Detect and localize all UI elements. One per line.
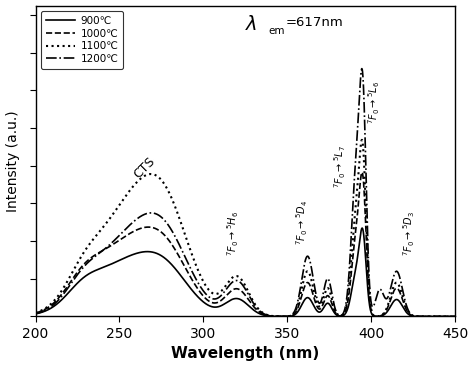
1200℃ (453, 314, 458, 319)
1000℃ (212, 301, 218, 305)
Line: 900℃: 900℃ (36, 228, 456, 316)
Text: $^7F_0{\rightarrow}^5L_6$: $^7F_0{\rightarrow}^5L_6$ (366, 81, 382, 124)
Text: em: em (268, 26, 285, 36)
1100℃ (212, 292, 218, 296)
Y-axis label: Intensity (a.u.): Intensity (a.u.) (6, 110, 19, 212)
900℃ (106, 263, 111, 268)
X-axis label: Wavelength (nm): Wavelength (nm) (171, 346, 319, 361)
900℃ (444, 314, 450, 319)
1100℃ (399, 292, 405, 297)
1200℃ (399, 285, 405, 289)
1200℃ (33, 312, 38, 316)
Text: $\lambda$: $\lambda$ (246, 15, 258, 34)
Line: 1200℃: 1200℃ (36, 69, 456, 316)
900℃ (359, 226, 365, 230)
Line: 1000℃: 1000℃ (36, 172, 456, 316)
Line: 1100℃: 1100℃ (36, 140, 456, 316)
1000℃ (194, 285, 200, 289)
900℃ (399, 303, 405, 308)
1200℃ (359, 66, 365, 71)
1100℃ (444, 314, 450, 319)
Legend: 900℃, 1000℃, 1100℃, 1200℃: 900℃, 1000℃, 1100℃, 1200℃ (41, 11, 123, 69)
1200℃ (444, 314, 450, 319)
1100℃ (453, 314, 458, 319)
1000℃ (359, 170, 365, 175)
1100℃ (81, 251, 86, 255)
Text: $^7F_0{\rightarrow}^5D_4$: $^7F_0{\rightarrow}^5D_4$ (294, 200, 310, 245)
1200℃ (106, 244, 111, 248)
1200℃ (212, 297, 218, 301)
1200℃ (194, 278, 200, 282)
1100℃ (106, 218, 111, 223)
1000℃ (453, 314, 458, 319)
900℃ (33, 312, 38, 316)
1000℃ (81, 262, 86, 267)
1200℃ (81, 265, 86, 269)
900℃ (212, 305, 218, 309)
Text: $^7F_0{\rightarrow}^5L_7$: $^7F_0{\rightarrow}^5L_7$ (333, 145, 348, 188)
1100℃ (359, 138, 365, 142)
Text: =617nm: =617nm (285, 17, 343, 29)
Text: $^7F_0{\rightarrow}^5D_3$: $^7F_0{\rightarrow}^5D_3$ (401, 211, 417, 256)
1000℃ (106, 245, 111, 250)
Text: CTS: CTS (131, 154, 158, 181)
1100℃ (194, 264, 200, 269)
1000℃ (33, 311, 38, 315)
900℃ (194, 293, 200, 298)
900℃ (81, 276, 86, 280)
900℃ (453, 314, 458, 319)
1000℃ (444, 314, 450, 319)
1000℃ (399, 296, 405, 300)
Text: $^7F_0{\rightarrow}^5H_6$: $^7F_0{\rightarrow}^5H_6$ (225, 211, 241, 256)
1100℃ (33, 310, 38, 315)
